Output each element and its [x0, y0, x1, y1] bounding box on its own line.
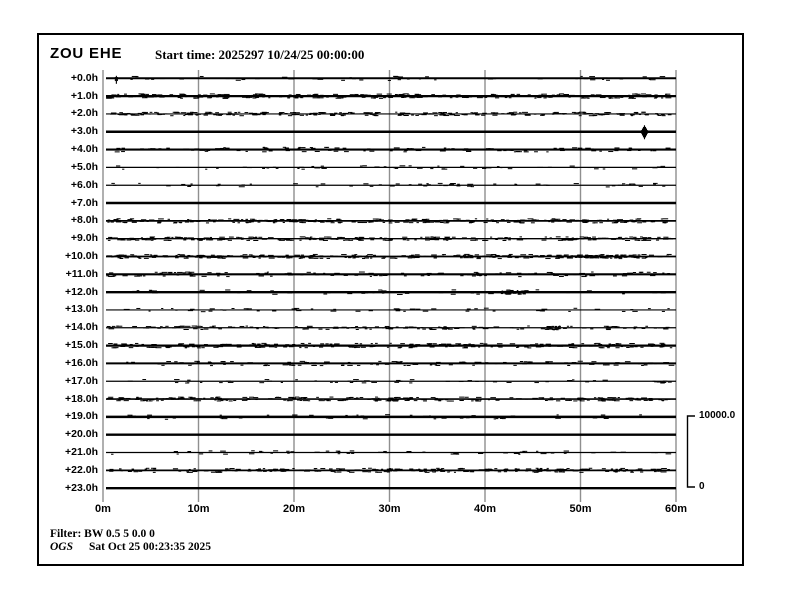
trace-row: [106, 218, 676, 224]
row-label: +17.0h: [65, 374, 98, 387]
x-tick-label: 10m: [187, 503, 210, 515]
row-label: +4.0h: [70, 143, 98, 156]
scale-max-label: 10000.0: [699, 410, 736, 421]
trace-row: [106, 414, 676, 420]
row-label: +2.0h: [70, 107, 98, 120]
row-label: +15.0h: [65, 339, 98, 352]
row-label: +5.0h: [70, 160, 98, 173]
row-label: +18.0h: [65, 392, 98, 405]
row-label: +9.0h: [70, 232, 98, 245]
gridlines: [102, 70, 677, 502]
trace-row: [106, 93, 676, 99]
trace-row: [106, 396, 676, 402]
trace-row: [106, 342, 676, 349]
row-label: +6.0h: [70, 178, 98, 191]
trace-row: [106, 165, 676, 170]
x-tick-label: 30m: [378, 503, 401, 515]
trace-row: [106, 360, 676, 367]
row-label: +20.0h: [65, 428, 98, 441]
row-label: +10.0h: [65, 250, 98, 262]
trace-row: [106, 236, 676, 242]
trace-row: [106, 253, 676, 260]
trace-row: [106, 325, 676, 331]
trace-row: [106, 271, 676, 278]
plot-frame: [37, 33, 744, 566]
filter-label: Filter: BW 0.5 5 0.0 0: [50, 528, 155, 540]
scale-min-label: 0: [699, 481, 705, 492]
trace-row: [106, 289, 676, 295]
scale-bar-bracket: [686, 415, 695, 488]
start-time-label: Start time: 2025297 10/24/25 00:00:00: [155, 47, 365, 62]
row-label: +16.0h: [65, 356, 98, 369]
x-tick-label: 0m: [95, 503, 111, 515]
trace-row: [106, 379, 676, 384]
x-tick-label: 60m: [664, 503, 688, 515]
x-tick-label: 50m: [569, 503, 592, 515]
footer-credit: OGS Sat Oct 25 00:23:35 2025: [50, 541, 211, 553]
row-label: +11.0h: [65, 267, 98, 280]
trace-row: [106, 450, 676, 455]
row-label: +8.0h: [70, 214, 98, 227]
row-label: +13.0h: [65, 303, 98, 316]
row-label: +23.0h: [65, 481, 98, 494]
agency-label: OGS: [50, 541, 74, 553]
row-label: +22.0h: [65, 463, 98, 476]
render-timestamp: Sat Oct 25 00:23:35 2025: [89, 541, 212, 553]
trace-row: [106, 75, 676, 84]
trace-row: [106, 125, 676, 140]
row-label: +19.0h: [65, 410, 98, 423]
trace-row: [106, 146, 676, 153]
x-tick-label: 20m: [282, 503, 306, 515]
row-label: +3.0h: [70, 125, 98, 138]
row-label: +14.0h: [65, 321, 98, 334]
row-label: +7.0h: [70, 196, 98, 209]
trace-row: [106, 307, 676, 313]
trace-row: [106, 111, 676, 117]
station-label: ZOU EHE: [50, 45, 123, 62]
row-label: +0.0h: [70, 71, 98, 84]
trace-row: [106, 467, 676, 473]
x-tick-label: 40m: [473, 503, 497, 515]
row-label: +1.0h: [70, 89, 98, 102]
row-label: +12.0h: [65, 285, 98, 298]
row-label: +21.0h: [65, 446, 98, 459]
trace-row: [106, 182, 676, 188]
